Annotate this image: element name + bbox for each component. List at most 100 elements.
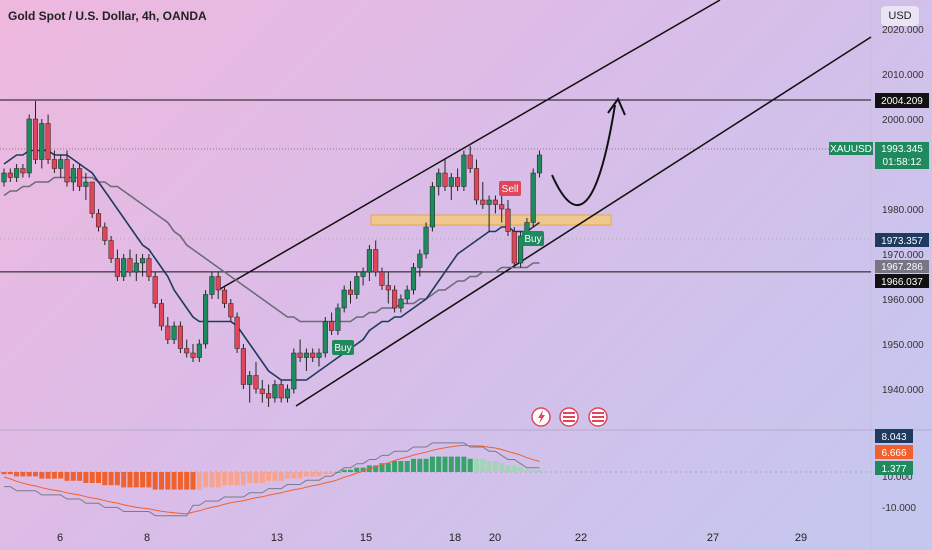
last-price-label: 1993.345 01:58:12	[875, 142, 929, 169]
candle	[429, 186, 435, 228]
macd-bar	[429, 456, 435, 472]
macd-bar	[127, 472, 133, 488]
macd-bar	[310, 472, 316, 477]
macd-bar	[272, 472, 278, 481]
macd-bar	[480, 458, 486, 472]
candle	[32, 118, 39, 160]
resistance-price-label: 2004.209	[875, 93, 929, 108]
candle	[14, 168, 20, 178]
candle	[297, 352, 303, 358]
candle	[45, 123, 51, 160]
macd-bar	[291, 472, 297, 479]
candle	[259, 388, 265, 394]
candle	[417, 253, 423, 268]
us-flag-event-icon[interactable]	[588, 407, 608, 427]
candle	[228, 303, 234, 318]
macd-bar	[278, 472, 284, 481]
candle	[102, 226, 108, 241]
candle	[26, 118, 32, 174]
macd-bar	[467, 458, 473, 472]
candle	[83, 181, 89, 187]
candle	[392, 289, 398, 309]
candle	[158, 303, 165, 327]
ema-fast-line	[3, 149, 540, 381]
macd-bar	[455, 456, 461, 472]
channel-lower-line	[295, 36, 872, 407]
price-tick-label: 1980.000	[882, 205, 924, 216]
time-axis: 6 8 13 15 18 20 22 27 29	[57, 532, 807, 544]
candle	[442, 172, 448, 187]
candle	[20, 168, 26, 174]
macd-tick-label: -10.000	[882, 503, 916, 514]
candle	[133, 262, 139, 273]
us-flag-event-icon[interactable]	[559, 407, 579, 427]
candle	[253, 375, 259, 390]
macd-bar	[511, 465, 517, 472]
macd-line	[4, 442, 540, 517]
price-tick-label: 2000.000	[882, 115, 924, 126]
time-tick-label: 27	[707, 532, 719, 544]
candle	[473, 168, 480, 201]
macd-bar	[96, 472, 101, 483]
macd-bar	[133, 472, 139, 488]
macd-value-label: 8.043	[875, 429, 913, 443]
candle	[461, 154, 467, 187]
macd-bar	[146, 472, 152, 488]
macd-bar	[537, 469, 542, 472]
macd-value-label: 6.666	[875, 445, 913, 459]
candle	[329, 321, 335, 331]
candle	[316, 352, 322, 358]
candle	[518, 235, 524, 264]
candle	[247, 375, 253, 385]
macd-bar	[140, 472, 146, 488]
candle	[171, 325, 177, 340]
candle	[379, 271, 385, 286]
candle	[203, 294, 209, 345]
macd-bar	[398, 461, 404, 472]
candle	[39, 123, 45, 160]
macd-bar	[341, 469, 347, 472]
candle	[354, 276, 360, 295]
macd-bar	[165, 472, 171, 490]
macd-bar	[196, 472, 202, 490]
time-tick-label: 20	[489, 532, 501, 544]
time-tick-label: 22	[575, 532, 587, 544]
svg-text:2004.209: 2004.209	[881, 96, 923, 107]
macd-bar	[247, 472, 253, 483]
svg-text:1993.345: 1993.345	[881, 144, 923, 155]
price-tick-label: 1960.000	[882, 295, 924, 306]
time-tick-label: 13	[271, 532, 283, 544]
svg-text:1973.357: 1973.357	[881, 236, 923, 247]
candle	[505, 208, 511, 232]
macd-bar	[348, 469, 353, 472]
macd-bar	[474, 458, 479, 472]
candle	[152, 276, 158, 304]
candle	[536, 154, 543, 174]
candle	[423, 226, 429, 255]
macd-bar	[518, 467, 524, 472]
macd-bar	[64, 472, 70, 481]
macd-bar	[379, 463, 385, 472]
candle	[190, 352, 196, 358]
time-tick-label: 6	[57, 532, 63, 544]
macd-bar	[303, 472, 309, 477]
macd-bar	[171, 472, 177, 490]
macd-bar	[297, 472, 303, 479]
candle	[499, 204, 505, 210]
lightning-event-icon[interactable]	[531, 407, 551, 427]
currency-button[interactable]: USD	[880, 5, 920, 27]
macd-bar	[442, 456, 448, 472]
candle	[360, 271, 366, 277]
candle	[165, 325, 171, 340]
price-tick-label: 2020.000	[882, 25, 924, 36]
macd-bar	[228, 472, 234, 486]
candle	[341, 289, 347, 309]
projection-arrow	[551, 104, 616, 206]
time-tick-label: 29	[795, 532, 807, 544]
candle	[234, 316, 240, 349]
macd-bar	[39, 472, 45, 479]
price-axis: 2020.000 2010.000 2000.000 1980.000 1970.000…	[882, 25, 924, 396]
candle	[127, 258, 133, 273]
svg-text:XAUUSD: XAUUSD	[830, 144, 872, 155]
